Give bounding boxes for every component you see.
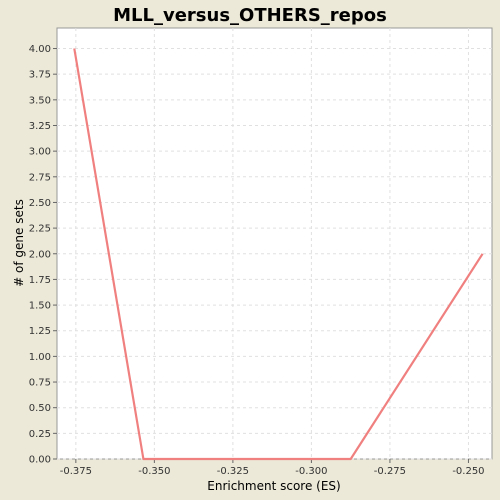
x-tick-label: -0.300 (295, 466, 327, 477)
series-point (350, 459, 351, 460)
y-tick-label: 2.25 (29, 224, 51, 235)
x-axis-label: Enrichment score (ES) (207, 479, 340, 493)
x-tick-label: -0.350 (138, 466, 170, 477)
y-axis-label: # of gene sets (12, 199, 26, 287)
y-tick-label: 2.75 (29, 172, 51, 183)
y-tick-label: 3.00 (29, 147, 51, 158)
y-tick-label: 4.00 (29, 44, 51, 55)
y-tick-label: 1.50 (29, 301, 51, 312)
y-tick-label: 0.00 (29, 455, 51, 466)
y-tick-label: 2.00 (29, 249, 51, 260)
series-point (143, 459, 144, 460)
x-tick-label: -0.375 (60, 466, 92, 477)
y-axis: 0.00 0.25 0.50 0.75 1.00 1.25 1.50 1.75 2.00 2.25… (29, 44, 57, 466)
series-point (482, 253, 483, 254)
x-tick-label: -0.325 (217, 466, 249, 477)
series-point (74, 48, 75, 49)
plot-area (56, 27, 493, 460)
y-tick-label: 0.25 (29, 429, 51, 440)
y-tick-label: 3.50 (29, 95, 51, 106)
y-tick-label: 1.00 (29, 352, 51, 363)
y-tick-label: 3.75 (29, 70, 51, 81)
series-line (73, 48, 484, 461)
y-tick-label: 2.50 (29, 198, 51, 209)
series-group (73, 48, 484, 461)
x-tick-label: -0.275 (374, 466, 406, 477)
grid (57, 28, 492, 460)
y-tick-label: 1.25 (29, 326, 51, 337)
y-tick-label: 0.50 (29, 403, 51, 414)
x-tick-label: -0.250 (452, 466, 484, 477)
y-tick-label: 0.75 (29, 378, 51, 389)
y-tick-label: 3.25 (29, 121, 51, 132)
chart-title: MLL_versus_OTHERS_repos (113, 5, 387, 26)
y-tick-label: 1.75 (29, 275, 51, 286)
